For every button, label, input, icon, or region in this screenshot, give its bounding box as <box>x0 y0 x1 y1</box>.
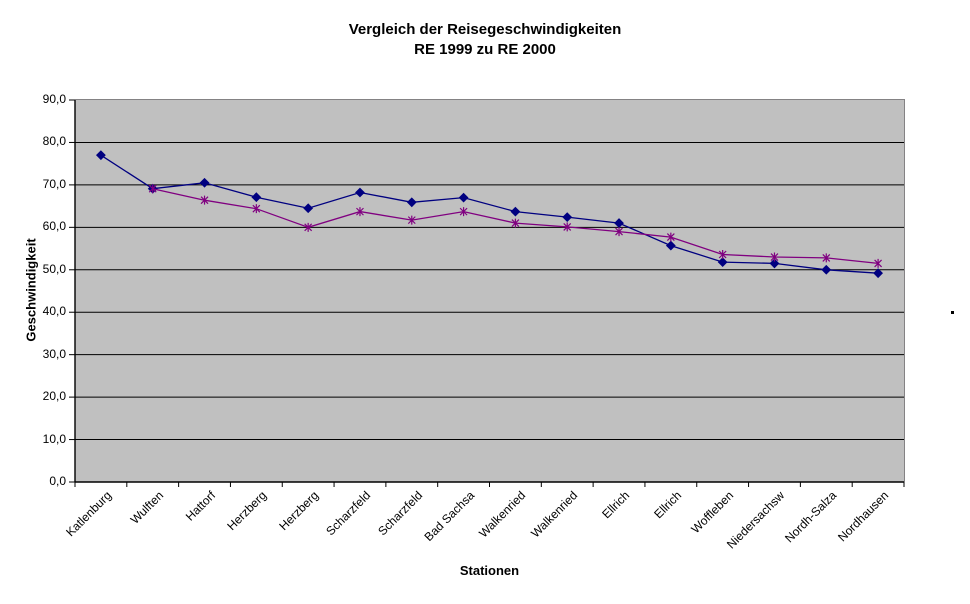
marker-star <box>148 184 157 194</box>
marker-star <box>874 258 883 268</box>
marker-diamond <box>510 206 521 217</box>
marker-star <box>200 195 209 205</box>
y-axis-tick-label: 90,0 <box>42 92 66 106</box>
plot-area <box>69 99 905 487</box>
marker-diamond <box>665 240 676 251</box>
marker-diamond <box>717 257 728 268</box>
marker-star <box>615 227 623 237</box>
marker-diamond <box>251 192 262 203</box>
marker-star <box>718 249 727 259</box>
marker-diamond <box>303 203 314 214</box>
plot-svg <box>69 99 905 487</box>
marker-diamond <box>406 197 417 208</box>
stray-mark <box>951 311 954 314</box>
y-axis-tick-label: 60,0 <box>42 219 66 234</box>
marker-diamond <box>614 218 624 228</box>
marker-diamond <box>562 212 573 223</box>
marker-diamond <box>769 258 780 269</box>
marker-star <box>356 207 364 217</box>
y-axis-tick-label: 70,0 <box>42 176 66 191</box>
chart-title-line1: Vergleich der Reisegeschwindigkeiten <box>348 21 622 38</box>
y-axis-tick-label: 50,0 <box>42 261 66 276</box>
y-axis-tick-label: 40,0 <box>42 304 66 319</box>
marker-star <box>822 253 831 263</box>
marker-diamond <box>821 264 832 275</box>
marker-diamond <box>355 187 365 198</box>
y-axis-tick-label: 0,0 <box>49 474 66 488</box>
marker-star <box>459 207 468 217</box>
chart-title-line2: RE 1999 zu RE 2000 <box>414 41 556 58</box>
chart-title: Vergleich der Reisegeschwindigkeiten RE … <box>0 20 970 60</box>
marker-star <box>666 232 675 242</box>
marker-star <box>770 252 779 262</box>
x-axis-title: Stationen <box>459 563 520 578</box>
y-axis-tick-label: 30,0 <box>42 346 66 361</box>
marker-diamond <box>458 192 469 203</box>
marker-star <box>407 215 416 225</box>
marker-star <box>563 222 572 232</box>
marker-star <box>252 204 261 214</box>
y-axis-tick-label: 80,0 <box>42 134 66 149</box>
marker-star <box>511 218 520 228</box>
marker-diamond <box>199 177 210 188</box>
y-axis-title: Geschwindigkeit <box>23 238 39 342</box>
y-axis-tick-label: 20,0 <box>42 389 66 404</box>
y-axis-tick-label: 10,0 <box>42 431 66 446</box>
series-line-RE 1999 <box>100 154 879 274</box>
marker-star <box>304 222 313 232</box>
marker-diamond <box>873 268 884 279</box>
marker-diamond <box>95 150 106 161</box>
